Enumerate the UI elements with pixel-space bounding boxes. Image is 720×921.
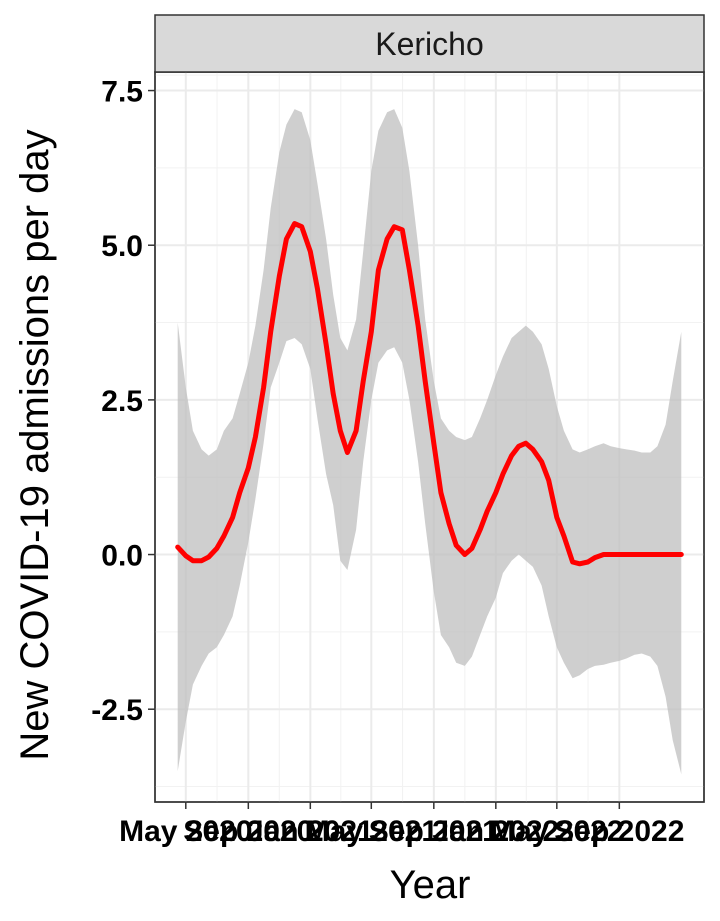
y-axis: -2.5 0.0 2.5 5.0 7.5: [91, 76, 155, 727]
y-tick-label: 7.5: [101, 76, 143, 109]
x-tick-label: Sep 2022: [554, 815, 684, 848]
y-tick-label: 0.0: [101, 540, 143, 573]
y-axis-title: New COVID-19 admissions per day: [13, 129, 57, 760]
facet-strip-label: Kericho: [375, 26, 484, 62]
y-tick-label: 2.5: [101, 385, 143, 418]
x-tick-label: Sep 2020: [183, 815, 313, 848]
x-tick-label: May 2022: [490, 815, 623, 848]
x-tick-label: Jan 2021: [247, 815, 374, 848]
series-line: [175, 221, 684, 567]
y-tick-label: 5.0: [101, 230, 143, 263]
x-tick-label: Jan 2022: [432, 815, 559, 848]
x-tick-label: May 2020: [119, 815, 252, 848]
x-tick-label: May 2021: [305, 815, 438, 848]
confidence-ribbon: [177, 109, 682, 775]
x-tick-label: Sep 2021: [369, 815, 499, 848]
y-tick-label: -2.5: [91, 694, 143, 727]
x-axis-title: Year: [390, 863, 471, 907]
facet-strip: Kericho: [154, 14, 705, 73]
